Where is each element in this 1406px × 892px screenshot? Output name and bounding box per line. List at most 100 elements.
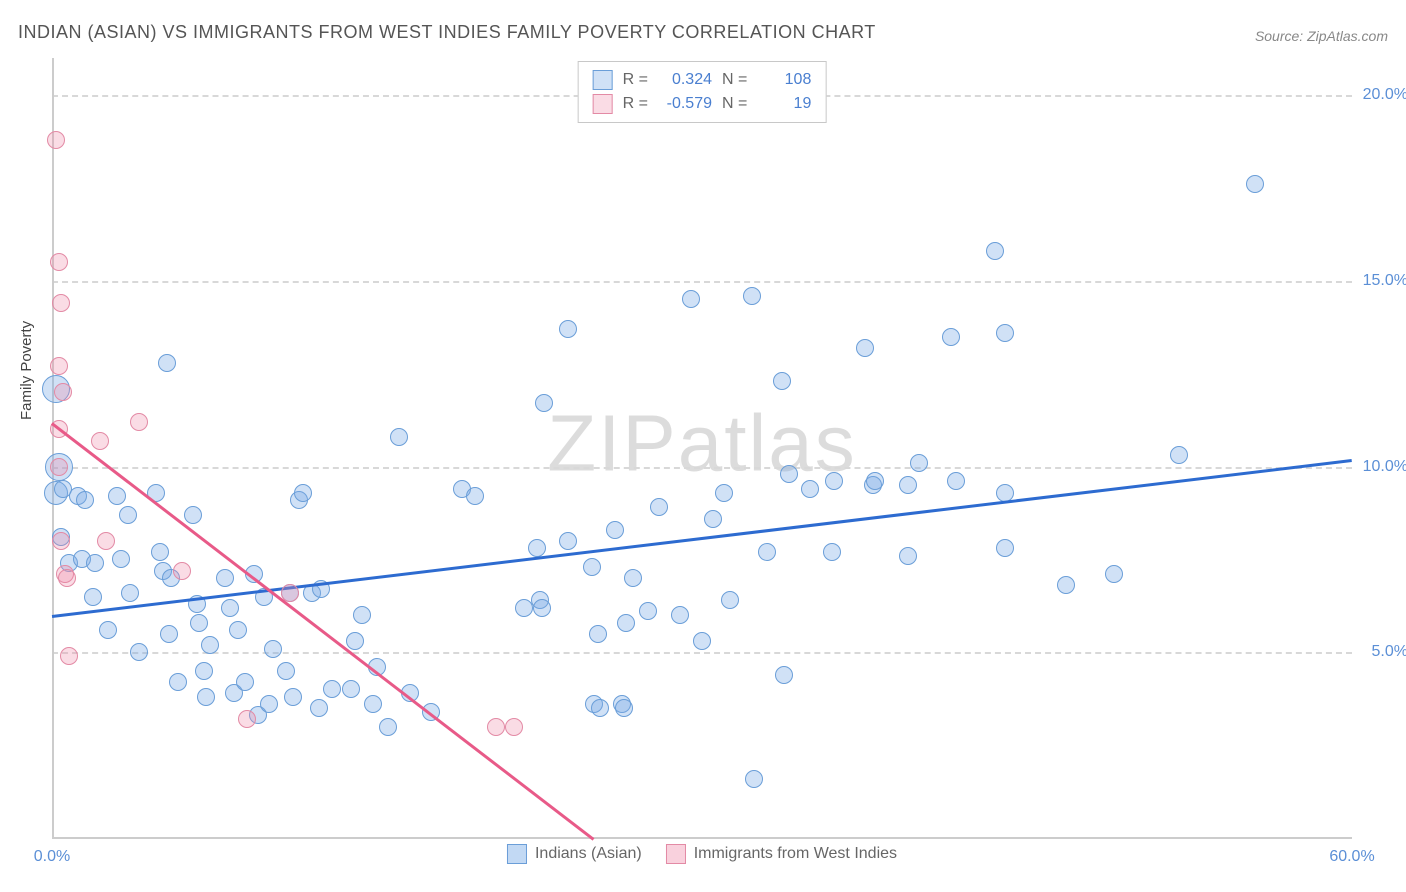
grid-line: [52, 652, 1352, 654]
data-point: [823, 543, 841, 561]
data-point: [650, 498, 668, 516]
data-point: [780, 465, 798, 483]
legend-item: Immigrants from West Indies: [666, 844, 897, 864]
data-point: [50, 458, 68, 476]
data-point: [346, 632, 364, 650]
data-point: [996, 324, 1014, 342]
data-point: [151, 543, 169, 561]
series-legend: Indians (Asian) Immigrants from West Indi…: [507, 844, 897, 864]
data-point: [591, 699, 609, 717]
y-axis-line: [52, 58, 54, 838]
data-point: [221, 599, 239, 617]
data-point: [54, 383, 72, 401]
data-point: [86, 554, 104, 572]
data-point: [50, 253, 68, 271]
data-point: [390, 428, 408, 446]
data-point: [52, 532, 70, 550]
data-point: [84, 588, 102, 606]
data-point: [1246, 175, 1264, 193]
data-point: [195, 662, 213, 680]
y-tick-label: 20.0%: [1363, 86, 1406, 104]
data-point: [487, 718, 505, 736]
data-point: [743, 287, 761, 305]
data-point: [294, 484, 312, 502]
data-point: [121, 584, 139, 602]
data-point: [466, 487, 484, 505]
data-point: [130, 413, 148, 431]
legend-n-value-2: 19: [757, 92, 811, 116]
legend-r-value-1: 0.324: [658, 68, 712, 92]
y-tick-label: 15.0%: [1363, 272, 1406, 290]
data-point: [130, 643, 148, 661]
data-point: [624, 569, 642, 587]
x-tick-label: 60.0%: [1329, 848, 1374, 866]
data-point: [942, 328, 960, 346]
y-tick-label: 10.0%: [1363, 458, 1406, 476]
x-axis-line: [52, 837, 1352, 839]
data-point: [158, 354, 176, 372]
data-point: [201, 636, 219, 654]
data-point: [745, 770, 763, 788]
data-point: [535, 394, 553, 412]
data-point: [50, 357, 68, 375]
data-point: [639, 602, 657, 620]
data-point: [801, 480, 819, 498]
legend-swatch-blue: [593, 70, 613, 90]
data-point: [58, 569, 76, 587]
source-attribution: Source: ZipAtlas.com: [1255, 28, 1388, 44]
data-point: [190, 614, 208, 632]
data-point: [986, 242, 1004, 260]
data-point: [671, 606, 689, 624]
data-point: [91, 432, 109, 450]
data-point: [617, 614, 635, 632]
data-point: [173, 562, 191, 580]
data-point: [866, 472, 884, 490]
data-point: [1170, 446, 1188, 464]
data-point: [160, 625, 178, 643]
data-point: [112, 550, 130, 568]
grid-line: [52, 281, 1352, 283]
data-point: [52, 294, 70, 312]
legend-n-label: N =: [722, 68, 747, 92]
data-point: [99, 621, 117, 639]
data-point: [615, 699, 633, 717]
data-point: [583, 558, 601, 576]
scatter-plot: ZIPatlas 5.0%10.0%15.0%20.0%0.0%60.0%: [52, 58, 1352, 838]
legend-n-value-1: 108: [757, 68, 811, 92]
legend-r-label: R =: [623, 68, 648, 92]
legend-r-label: R =: [623, 92, 648, 116]
data-point: [342, 680, 360, 698]
grid-line: [52, 467, 1352, 469]
data-point: [197, 688, 215, 706]
data-point: [364, 695, 382, 713]
data-point: [825, 472, 843, 490]
legend-swatch: [666, 844, 686, 864]
data-point: [947, 472, 965, 490]
data-point: [899, 476, 917, 494]
data-point: [238, 710, 256, 728]
data-point: [264, 640, 282, 658]
chart-title: INDIAN (ASIAN) VS IMMIGRANTS FROM WEST I…: [18, 22, 876, 43]
data-point: [1057, 576, 1075, 594]
data-point: [323, 680, 341, 698]
watermark: ZIPatlas: [547, 397, 856, 489]
data-point: [216, 569, 234, 587]
data-point: [379, 718, 397, 736]
data-point: [715, 484, 733, 502]
legend-item: Indians (Asian): [507, 844, 642, 864]
y-axis-label: Family Poverty: [18, 321, 35, 420]
data-point: [119, 506, 137, 524]
data-point: [559, 320, 577, 338]
trend-line: [51, 422, 594, 840]
data-point: [76, 491, 94, 509]
legend-n-label: N =: [722, 92, 747, 116]
correlation-legend: R = 0.324 N = 108 R = -0.579 N = 19: [578, 61, 827, 123]
legend-r-value-2: -0.579: [658, 92, 712, 116]
data-point: [108, 487, 126, 505]
trend-line: [52, 459, 1352, 617]
data-point: [505, 718, 523, 736]
data-point: [721, 591, 739, 609]
data-point: [97, 532, 115, 550]
legend-label: Indians (Asian): [535, 845, 642, 863]
data-point: [693, 632, 711, 650]
